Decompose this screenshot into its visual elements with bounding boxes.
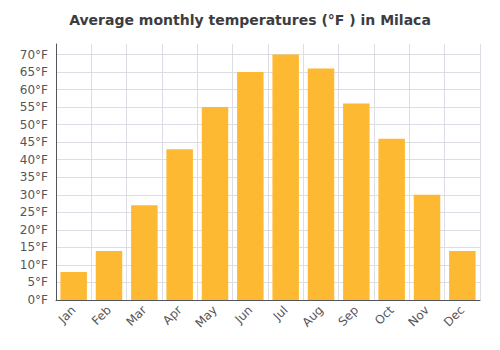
svg-text:Nov: Nov: [406, 303, 432, 329]
svg-text:20°F: 20°F: [20, 223, 48, 237]
svg-text:40°F: 40°F: [20, 153, 48, 167]
svg-text:55°F: 55°F: [20, 100, 48, 114]
svg-text:0°F: 0°F: [27, 293, 48, 307]
svg-text:30°F: 30°F: [20, 188, 48, 202]
svg-text:60°F: 60°F: [20, 83, 48, 97]
svg-text:65°F: 65°F: [20, 65, 48, 79]
svg-text:May: May: [193, 303, 220, 330]
svg-text:Aug: Aug: [299, 303, 325, 329]
svg-text:5°F: 5°F: [27, 275, 48, 289]
svg-text:Jun: Jun: [231, 303, 255, 327]
svg-text:Sep: Sep: [335, 303, 361, 329]
svg-text:35°F: 35°F: [20, 170, 48, 184]
svg-text:Apr: Apr: [160, 303, 185, 328]
svg-text:10°F: 10°F: [20, 258, 48, 272]
svg-text:45°F: 45°F: [20, 135, 48, 149]
svg-text:Dec: Dec: [441, 303, 467, 329]
svg-text:Feb: Feb: [89, 303, 114, 328]
svg-text:70°F: 70°F: [20, 48, 48, 62]
svg-text:25°F: 25°F: [20, 205, 48, 219]
svg-text:Oct: Oct: [372, 303, 397, 328]
svg-text:Jul: Jul: [270, 303, 291, 324]
svg-text:15°F: 15°F: [20, 240, 48, 254]
svg-text:Average monthly temperatures (: Average monthly temperatures (°F ) in Mi…: [69, 12, 431, 28]
svg-text:Mar: Mar: [123, 303, 149, 329]
svg-text:50°F: 50°F: [20, 118, 48, 132]
svg-text:Jan: Jan: [55, 303, 79, 327]
